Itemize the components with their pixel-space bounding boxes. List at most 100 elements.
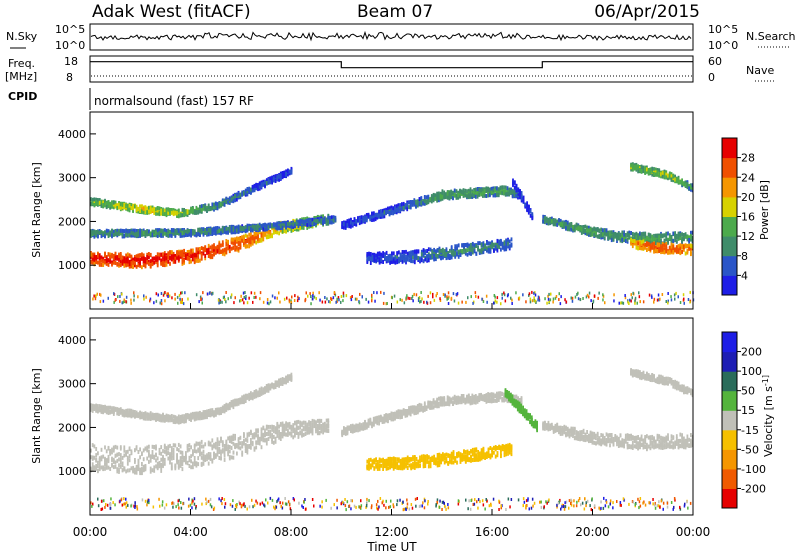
heatmap-cell — [185, 229, 187, 234]
colorbar-tick-label: 16 — [741, 211, 755, 224]
heatmap-cell — [376, 291, 378, 295]
heatmap-cell — [628, 233, 631, 238]
heatmap-cell — [139, 447, 141, 452]
heatmap-cell — [130, 255, 133, 260]
heatmap-cell — [452, 196, 454, 201]
heatmap-cell — [225, 230, 228, 235]
heatmap-cell — [250, 240, 252, 245]
heatmap-cell — [542, 214, 545, 219]
heatmap-cell — [174, 254, 177, 258]
heatmap-cell — [549, 220, 552, 225]
heatmap-cell — [642, 236, 645, 241]
heatmap-cell — [464, 249, 467, 254]
heatmap-cell — [406, 255, 409, 260]
heatmap-cell — [673, 293, 676, 297]
heatmap-cell — [160, 258, 163, 263]
heatmap-cell — [654, 245, 657, 250]
heatmap-cell — [660, 241, 662, 246]
heatmap-cell — [369, 256, 372, 261]
heatmap-cell — [496, 296, 499, 300]
heatmap-cell — [417, 249, 420, 254]
heatmap-cell — [181, 301, 183, 304]
heatmap-cell — [418, 202, 421, 207]
heatmap-cell — [96, 292, 98, 296]
heatmap-cell — [471, 194, 474, 199]
heatmap-cell — [665, 237, 668, 242]
heatmap-cell — [489, 241, 492, 246]
heatmap-cell — [501, 245, 504, 250]
heatmap-cell — [500, 302, 502, 306]
heatmap-cell — [266, 301, 269, 305]
heatmap-cell — [137, 263, 140, 268]
heatmap-cell — [141, 204, 143, 209]
heatmap-cell — [274, 227, 277, 232]
heatmap-cell — [306, 218, 309, 223]
heatmap-cell — [576, 293, 578, 296]
heatmap-cell — [119, 259, 122, 264]
heatmap-cell — [522, 199, 525, 204]
heatmap-cell — [272, 229, 275, 234]
heatmap-cell — [165, 229, 168, 233]
heatmap-cell — [378, 213, 380, 218]
heatmap-cell — [137, 257, 140, 262]
heatmap-cell — [642, 165, 645, 170]
heatmap-cell — [121, 228, 124, 233]
heatmap-cell — [690, 246, 692, 251]
heatmap-cell — [211, 292, 213, 296]
heatmap-cell — [392, 210, 395, 215]
heatmap-cell — [239, 192, 242, 197]
heatmap-cell — [630, 167, 632, 172]
heatmap-cell — [165, 446, 168, 451]
heatmap-cell — [225, 246, 228, 251]
heatmap-cell — [156, 211, 159, 216]
heatmap-cell — [603, 236, 606, 241]
heatmap-cell — [200, 256, 203, 261]
heatmap-cell — [90, 233, 92, 238]
heatmap-cell — [105, 231, 108, 236]
heatmap-cell — [602, 298, 604, 302]
heatmap-cell — [195, 233, 198, 238]
heatmap-cell — [148, 255, 150, 260]
heatmap-cell — [170, 208, 173, 212]
heatmap-cell — [395, 204, 398, 209]
heatmap-cell — [369, 261, 372, 265]
heatmap-cell — [269, 180, 272, 185]
heatmap-cell — [579, 298, 582, 302]
heatmap-cell — [183, 248, 185, 253]
heatmap-cell — [253, 188, 256, 193]
heatmap-cell — [435, 257, 437, 262]
heatmap-cell — [401, 250, 404, 254]
heatmap-cell — [174, 292, 176, 296]
heatmap-cell — [460, 189, 463, 194]
heatmap-cell — [278, 174, 280, 179]
heatmap-cell — [454, 254, 457, 259]
heatmap-cell — [209, 254, 212, 259]
heatmap-cell — [193, 229, 196, 234]
heatmap-cell — [209, 229, 212, 234]
heatmap-cell — [107, 446, 110, 451]
heatmap-cell — [253, 296, 255, 299]
heatmap-cell — [412, 259, 414, 264]
heatmap-cell — [526, 207, 528, 212]
heatmap-cell — [409, 200, 412, 205]
heatmap-cell — [465, 300, 467, 304]
heatmap-cell — [442, 251, 444, 256]
heatmap-cell — [471, 241, 474, 246]
heatmap-cell — [603, 231, 606, 236]
nsky-tick-top: 10^5 — [55, 23, 85, 36]
heatmap-cell — [487, 193, 489, 198]
heatmap-cell — [473, 188, 475, 192]
heatmap-cell — [463, 250, 465, 255]
heatmap-cell — [130, 230, 133, 235]
heatmap-cell — [340, 300, 342, 304]
heatmap-cell — [537, 298, 539, 302]
heatmap-cell — [223, 252, 226, 257]
freq-tick-top: 18 — [64, 55, 78, 68]
heatmap-cell — [285, 169, 287, 174]
heatmap-cell — [660, 172, 662, 177]
heatmap-cell — [193, 253, 196, 258]
freq-unit-label: [MHz] — [5, 70, 37, 83]
heatmap-cell — [674, 238, 676, 243]
heatmap-cell — [246, 301, 249, 305]
